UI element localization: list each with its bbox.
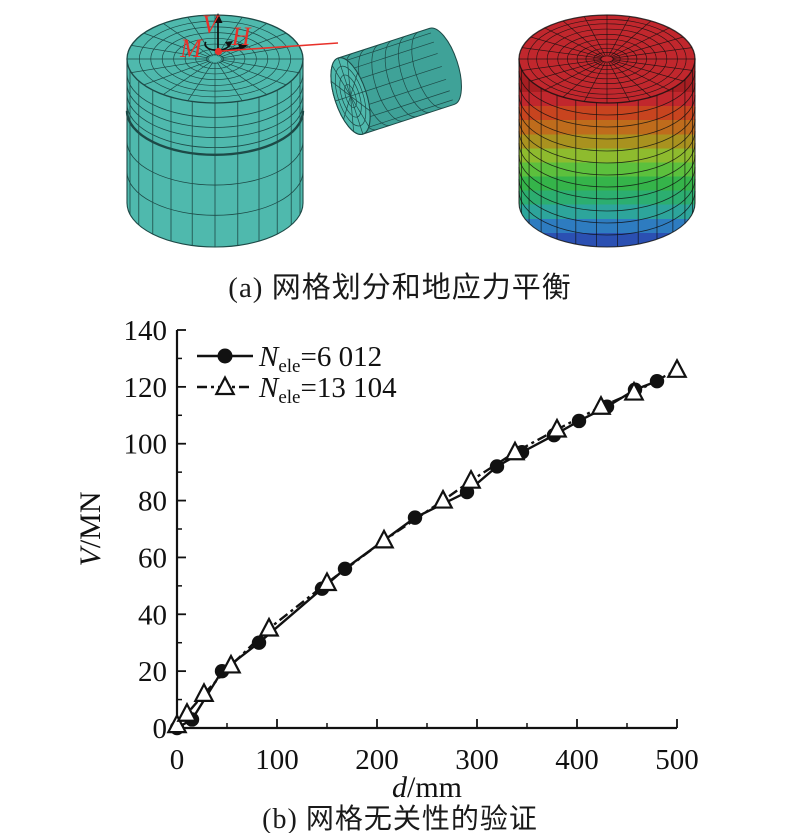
detail-leader-line [221, 42, 339, 52]
data-point [460, 468, 482, 489]
data-point [220, 653, 242, 674]
horizontal-arrowhead [238, 43, 248, 51]
data-point [166, 713, 188, 734]
geostress-balance-cylinder [518, 14, 696, 248]
series-markers-0 [169, 373, 665, 736]
y-tick-label: 100 [124, 429, 168, 461]
series-line-1 [176, 368, 678, 726]
data-point [258, 616, 280, 637]
pile-mesh-cylinder [330, 27, 462, 135]
moment-arrowhead [225, 41, 233, 48]
data-point [571, 413, 587, 429]
load-annotations: V H M [179, 10, 339, 63]
y-tick-label: 40 [138, 599, 167, 631]
data-point [432, 488, 454, 509]
legend-entry-1: Nele=13 104 [197, 372, 397, 408]
data-point [546, 417, 568, 438]
y-axis-label: V/MN [74, 491, 107, 566]
y-tick-label: 140 [124, 315, 168, 347]
series-line-0 [176, 380, 658, 730]
mesh-panel: V H M [125, 10, 696, 248]
caption-panel-b: (b) 网格无关性的验证 [262, 804, 538, 833]
moment-arc [204, 41, 230, 52]
x-tick-label: 300 [455, 744, 499, 776]
mesh-independence-chart: 0 100 200 300 400 500 0 20 40 60 80 100 120 140 V/MN d/… [74, 315, 699, 804]
data-point [590, 394, 612, 415]
legend-entry-0: Nele=6 012 [197, 341, 382, 377]
vertical-load-label: V [202, 10, 221, 39]
x-tick-label: 0 [170, 744, 185, 776]
x-tick-label: 200 [355, 744, 399, 776]
data-point [504, 440, 526, 461]
caption-panel-a: (a) 网格划分和地应力平衡 [228, 272, 572, 304]
x-tick-label: 100 [255, 744, 299, 776]
vertical-arrowhead [213, 13, 223, 23]
data-point [251, 635, 267, 650]
x-tick-labels: 0 100 200 300 400 500 [170, 744, 699, 776]
series-markers-1 [166, 357, 688, 734]
data-point [666, 357, 688, 378]
load-point-marker [214, 47, 223, 56]
y-tick-label: 120 [124, 372, 168, 404]
y-tick-label: 60 [138, 542, 167, 574]
data-point [337, 561, 353, 576]
data-point [649, 373, 665, 389]
x-tick-label: 400 [555, 744, 599, 776]
x-tick-label: 500 [655, 744, 699, 776]
moment-load-label: M [179, 34, 203, 63]
data-point [489, 459, 505, 474]
x-axis-label: d/mm [392, 771, 462, 804]
data-point [407, 510, 423, 525]
y-tick-label: 80 [138, 486, 167, 518]
legend-label: Nele=6 012 [258, 341, 382, 377]
y-tick-label: 0 [153, 713, 168, 745]
data-point [373, 528, 395, 549]
legend-label: Nele=13 104 [258, 372, 397, 408]
data-point [176, 701, 198, 722]
horizontal-load-label: H [231, 22, 252, 51]
chart-axes [175, 329, 678, 730]
y-tick-labels: 0 20 40 60 80 100 120 140 [124, 315, 168, 745]
data-point [623, 380, 645, 401]
soil-domain-mesh-cylinder [125, 14, 305, 248]
data-point [193, 682, 215, 702]
y-tick-label: 20 [138, 656, 167, 688]
data-point [316, 571, 338, 592]
